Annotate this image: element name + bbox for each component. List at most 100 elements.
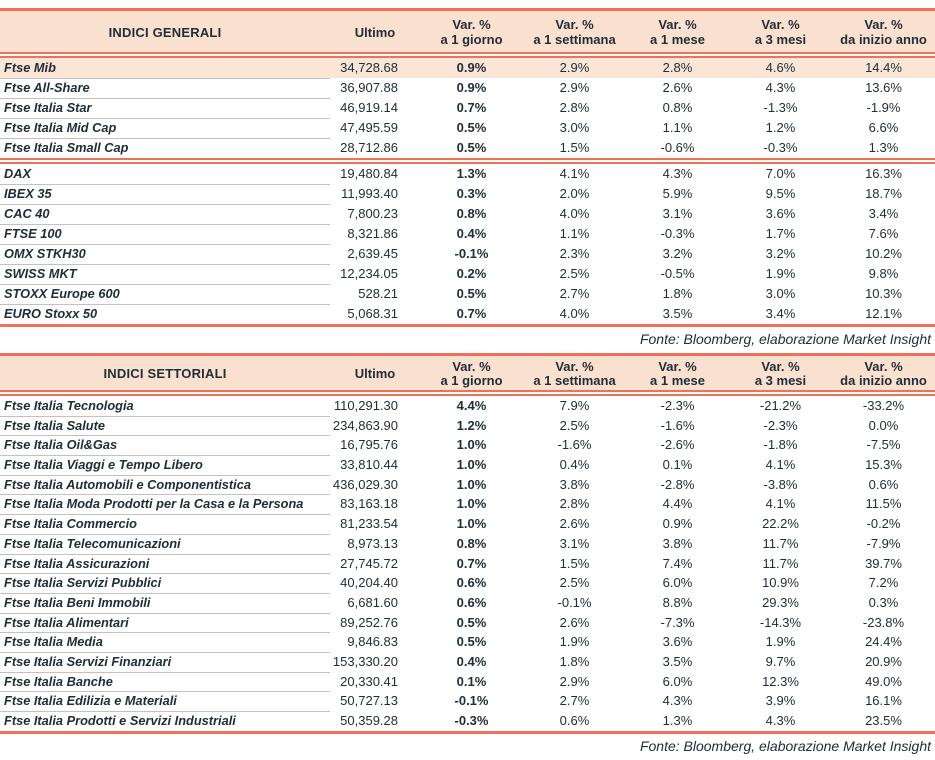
index-name-cell: Ftse Italia Commercio [0,514,330,535]
ultimo-cell: 528.21 [358,286,398,301]
var-3m-cell: 9.5% [765,186,796,201]
var-1m-cell: 6.0% [662,673,693,689]
var-1w-cell: 1.5% [559,140,590,155]
var-1m-cell: -1.6% [660,417,695,433]
column-header-var-ytd: Var. % da inizio anno [832,356,935,392]
var-ytd-cell: -0.2% [866,516,901,532]
ultimo-cell: 153,330.20 [332,653,398,669]
var-1d-cell: 0.5% [456,120,487,135]
sector-table-rows: Ftse Italia Tecnologia 110,291.30 4.4% 7.9%… [0,396,935,734]
var-1d-cell: 0.5% [456,634,487,650]
var-ytd-cell: 10.3% [865,286,902,301]
var-1d-cell: 1.0% [456,516,487,532]
var-3m-cell: 4.1% [765,457,796,473]
var-3m-cell: 11.7% [762,535,799,551]
var-3m-cell: 3.0% [765,286,796,301]
ultimo-cell: 33,810.44 [340,457,398,473]
var-1m-cell: 1.8% [662,286,693,301]
ultimo-cell: 7,800.23 [347,206,398,221]
table-row: Ftse All-Share 36,907.88 0.9% 2.9% 2.6% 4.3% 1… [0,78,935,99]
var-1w-cell: 2.9% [559,673,590,689]
var-3m-cell: 3.4% [765,306,796,321]
index-name-cell: Ftse Italia Small Cap [4,140,129,155]
var-3m-cell: -21.2% [759,398,802,413]
var-1w-cell: 2.0% [559,186,590,201]
var-ytd-cell: 14.4% [865,60,902,75]
var-1d-cell: -0.1% [454,693,489,709]
ultimo-cell: 50,727.13 [340,693,398,709]
index-name-cell: Ftse Italia Oil&Gas [0,435,330,457]
var-3m-cell: -0.3% [763,140,798,155]
table-row: Ftse Italia Alimentari 89,252.76 0.5% 2.6% -… [0,613,935,634]
column-header-var-1w: Var. % a 1 settimana [523,11,626,52]
var-ytd-cell: 20.9% [865,653,902,669]
ultimo-cell: 12,234.05 [340,266,398,281]
var-1d-cell: 0.7% [456,306,487,321]
column-header-var-1m: Var. % a 1 mese [626,11,729,52]
table-row: Ftse Italia Prodotti e Servizi Industria… [0,711,935,731]
var-1w-cell: 2.9% [559,60,590,75]
table-row: Ftse Italia Banche 20,330.41 0.1% 2.9% 6.0% 1… [0,672,935,693]
var-1d-cell: 1.0% [456,476,487,492]
var-ytd-cell: 9.8% [868,266,899,281]
period-label: a 1 settimana [533,373,616,388]
var-1m-cell: 0.9% [662,516,693,532]
table-title: INDICI SETTORIALI [103,366,227,381]
column-header-ultimo: Ultimo [354,366,396,381]
var-1m-cell: 1.1% [662,120,693,135]
column-header-ultimo: Ultimo [354,24,396,40]
var-1w-cell: 4.0% [559,306,590,321]
source-note: Fonte: Bloomberg, elaborazione Market In… [639,331,931,347]
ultimo-cell: 16,795.76 [340,437,398,453]
ultimo-cell: 40,204.40 [340,575,398,591]
var-1d-cell: 0.7% [456,100,487,115]
index-name-cell: Ftse Italia Servizi Pubblici [0,573,330,594]
var-1w-cell: 2.7% [559,693,590,709]
var-ytd-cell: 18.7% [865,186,902,201]
table-row: Ftse Mib 34,728.68 0.9% 2.9% 2.8% 4.6% 14.4% [0,58,935,79]
var-1d-cell: 0.5% [456,286,487,301]
var-ytd-cell: 3.4% [868,206,899,221]
ultimo-cell: 8,321.86 [347,226,398,241]
period-label: da inizio anno [840,373,927,388]
var-1w-cell: 3.0% [559,120,590,135]
table-row: DAX 19,480.84 1.3% 4.1% 4.3% 7.0% 16.3% [0,164,935,185]
table-title: INDICI GENERALI [108,24,222,40]
var-3m-cell: 3.9% [765,693,796,709]
ultimo-cell: 19,480.84 [340,166,398,181]
var-1m-cell: 2.6% [662,80,693,95]
var-1w-cell: 3.1% [559,535,590,551]
ultimo-cell: 5,068.31 [347,306,398,321]
var-ytd-cell: 13.6% [865,80,902,95]
var-1w-cell: 0.6% [559,713,590,728]
var-1d-cell: 0.5% [456,140,487,155]
table-row: Ftse Italia Telecomunicazioni 8,973.13 0.8… [0,534,935,555]
var-1m-cell: -0.5% [660,266,695,281]
ultimo-cell: 83,163.18 [340,496,398,512]
var-ytd-cell: -33.2% [862,398,905,413]
index-name-cell: FTSE 100 [0,224,330,245]
ultimo-cell: 2,639.45 [347,246,398,261]
var-1d-cell: 0.2% [456,266,487,281]
ultimo-cell: 20,330.41 [340,673,398,689]
table-row: FTSE 100 8,321.86 0.4% 1.1% -0.3% 1.7% 7.6% [0,224,935,245]
var-ytd-cell: 24.4% [865,634,902,650]
index-name-cell: CAC 40 [0,204,330,225]
var-1m-cell: 4.3% [662,693,693,709]
ultimo-cell: 81,233.54 [340,516,398,532]
var-ytd-cell: 49.0% [865,673,902,689]
period-label: a 3 mesi [754,373,807,388]
var-1m-cell: 4.3% [662,166,693,181]
var-1d-cell: 0.8% [456,535,487,551]
var-3m-cell: 4.3% [765,713,796,728]
index-name-cell: Ftse Italia Beni Immobili [0,593,330,614]
index-name-cell: Ftse Mib [0,58,330,79]
var-ytd-cell: 16.1% [865,693,902,709]
var-1m-cell: 3.6% [662,634,693,650]
index-name-cell: Ftse Italia Mid Cap [0,118,330,139]
table-row: IBEX 35 11,993.40 0.3% 2.0% 5.9% 9.5% 18.7% [0,184,935,205]
index-name-cell: EURO Stoxx 50 [4,306,98,321]
table-row: Ftse Italia Assicurazioni 27,745.72 0.7% 1.… [0,554,935,575]
var-ytd-cell: 15.3% [865,457,902,473]
var-1m-cell: 4.4% [662,496,693,512]
